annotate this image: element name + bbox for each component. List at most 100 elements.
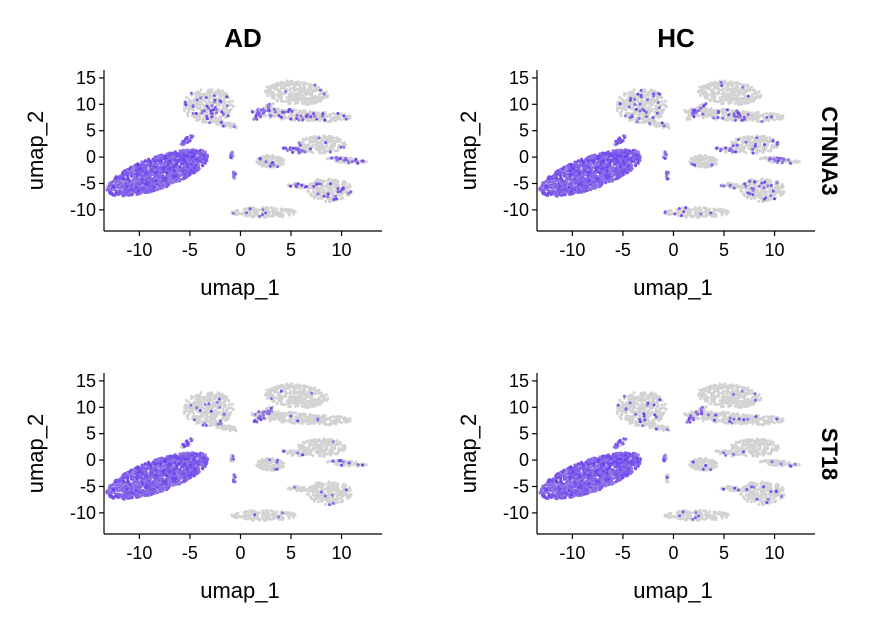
cell-point-expressing — [127, 192, 130, 195]
cell-point — [743, 97, 746, 100]
x-tick-label: -5 — [182, 240, 198, 260]
cell-point — [722, 112, 725, 115]
cell-point-expressing — [263, 110, 266, 113]
cell-point — [327, 188, 330, 191]
cell-point — [279, 163, 282, 166]
cell-point — [735, 84, 738, 87]
cell-point-expressing — [138, 185, 141, 188]
cell-point-expressing — [149, 179, 152, 182]
cell-point-expressing — [286, 149, 289, 152]
cell-point-expressing — [163, 182, 166, 185]
cell-point-expressing — [168, 153, 171, 156]
cell-point — [325, 90, 328, 93]
cell-point-expressing — [167, 161, 170, 164]
cell-point — [226, 111, 229, 114]
cell-point — [618, 96, 621, 99]
x-tick-label: 10 — [332, 240, 352, 260]
cell-point-expressing — [336, 159, 339, 162]
cell-point-expressing — [197, 166, 200, 169]
cell-point — [204, 100, 207, 103]
cell-point-expressing — [183, 140, 186, 143]
cell-point-expressing — [309, 147, 312, 150]
cell-point-expressing — [171, 153, 174, 156]
x-tick-label: 5 — [286, 240, 296, 260]
cell-point — [322, 95, 325, 98]
cell-point — [337, 117, 340, 120]
cell-point — [704, 94, 707, 97]
cell-point-expressing — [141, 161, 144, 164]
cell-point-expressing — [176, 177, 179, 180]
cell-point — [271, 154, 274, 157]
cell-point — [776, 116, 779, 119]
cell-point-expressing — [273, 108, 276, 111]
cell-point — [284, 100, 287, 103]
cell-point-expressing — [211, 104, 214, 107]
cell-point — [335, 149, 338, 152]
cell-point-expressing — [157, 156, 160, 159]
cell-point — [229, 126, 232, 129]
cell-point-expressing — [312, 112, 315, 115]
cell-point-expressing — [323, 195, 326, 198]
cell-point-expressing — [176, 161, 179, 164]
cell-point — [758, 90, 761, 93]
cell-point — [686, 117, 689, 120]
cell-point — [265, 91, 268, 94]
cell-point-expressing — [249, 207, 252, 210]
cell-point — [304, 101, 307, 104]
cell-point — [622, 100, 625, 103]
cell-point — [188, 106, 191, 109]
cell-point-expressing — [147, 159, 150, 162]
cell-point — [714, 81, 717, 84]
cell-point-expressing — [232, 212, 235, 215]
y-tick-label: 10 — [76, 94, 96, 114]
cell-point — [218, 108, 221, 111]
cell-point — [710, 93, 713, 96]
cell-point-expressing — [295, 185, 298, 188]
cell-point-expressing — [150, 169, 153, 172]
cell-point — [743, 92, 746, 95]
cell-point-expressing — [167, 168, 170, 171]
cell-point — [743, 146, 746, 149]
cell-point — [706, 97, 709, 100]
cell-point-expressing — [312, 185, 315, 188]
cell-point — [732, 86, 735, 89]
cell-point-expressing — [139, 167, 142, 170]
cell-point-expressing — [232, 171, 235, 174]
cell-point — [619, 111, 622, 114]
cell-point-expressing — [163, 185, 166, 188]
cell-point — [659, 115, 662, 118]
cell-point — [211, 120, 214, 123]
cell-point — [731, 95, 734, 98]
cell-point — [317, 112, 320, 115]
cell-point — [282, 87, 285, 90]
cell-point-expressing — [255, 118, 258, 121]
cell-point — [616, 109, 619, 112]
cell-point-expressing — [178, 169, 181, 172]
cell-point-expressing — [173, 158, 176, 161]
cell-point — [231, 100, 234, 103]
cell-point-expressing — [256, 111, 259, 114]
cell-point — [216, 103, 219, 106]
cell-point — [747, 141, 750, 144]
cell-point — [298, 109, 301, 112]
cell-point — [776, 184, 779, 187]
cell-point-expressing — [259, 158, 262, 161]
cell-point-expressing — [315, 118, 318, 121]
cell-point-expressing — [211, 112, 214, 115]
cell-point — [737, 94, 740, 97]
cell-point — [335, 136, 338, 139]
cell-point — [749, 137, 752, 140]
cell-point — [313, 135, 316, 138]
cell-point — [715, 162, 718, 165]
cell-point — [302, 102, 305, 105]
cell-point-expressing — [108, 184, 111, 187]
cell-point-expressing — [142, 169, 145, 172]
cell-point-expressing — [289, 118, 292, 121]
cell-point-expressing — [147, 184, 150, 187]
cell-point-expressing — [123, 193, 126, 196]
cell-point — [315, 189, 318, 192]
cell-point-expressing — [278, 114, 281, 117]
cell-point — [634, 112, 637, 115]
cell-point — [219, 94, 222, 97]
